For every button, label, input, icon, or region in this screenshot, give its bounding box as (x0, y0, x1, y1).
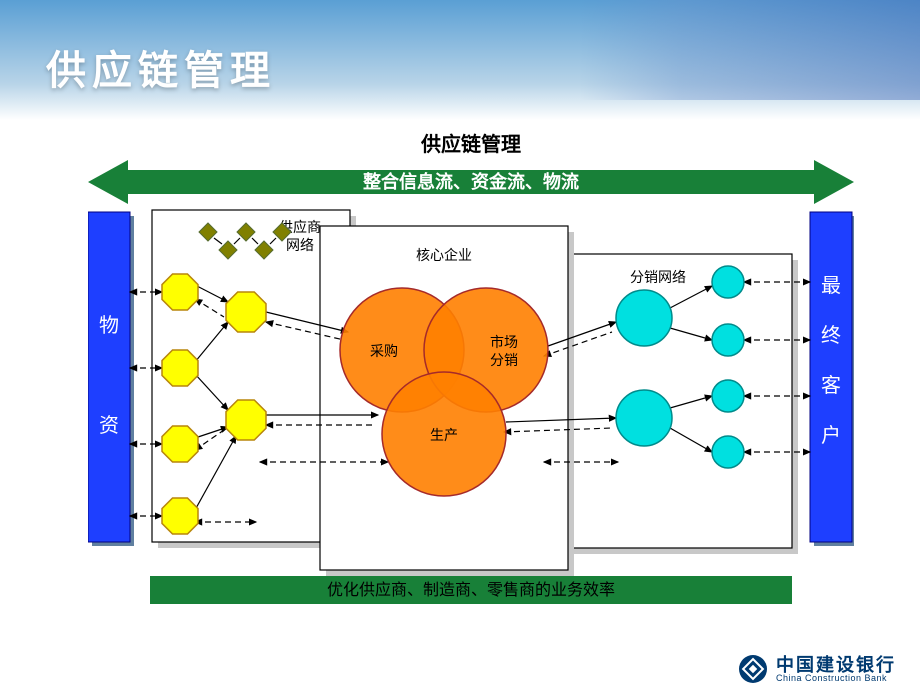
panel-supplier-label-2: 网络 (286, 237, 314, 253)
right-side-label-2: 终 (821, 324, 841, 347)
right-side-label-1: 最 (821, 275, 841, 297)
supply-chain-diagram: 供应链管理 整合信息流、资金流、物流 物 资 最 终 (88, 122, 854, 632)
arrow-band: 整合信息流、资金流、物流 (88, 160, 854, 204)
bottom-bar-text: 优化供应商、制造商、零售商的业务效率 (327, 580, 615, 599)
page-title: 供应链管理 (46, 38, 276, 96)
header-buildings-decor (580, 0, 920, 100)
arrow-band-text: 整合信息流、资金流、物流 (362, 171, 579, 192)
ccb-logo-icon (738, 654, 768, 684)
slide-header: 供应链管理 (0, 0, 920, 120)
left-side-label-1: 物 (99, 314, 119, 337)
left-side-box: 物 资 (88, 212, 134, 546)
diagram-svg: 整合信息流、资金流、物流 物 资 最 终 客 户 (88, 122, 854, 632)
bottom-bar: 优化供应商、制造商、零售商的业务效率 (150, 576, 792, 604)
svg-text:分销: 分销 (490, 352, 518, 368)
right-side-box: 最 终 客 户 (810, 212, 854, 546)
left-side-label-2: 资 (99, 414, 119, 437)
svg-text:采购: 采购 (370, 343, 398, 359)
right-side-label-3: 客 (821, 374, 841, 397)
svg-text:生产: 生产 (430, 427, 458, 443)
brand-en: China Construction Bank (776, 674, 896, 683)
svg-text:市场: 市场 (490, 334, 518, 350)
brand-logo: 中国建设银行 China Construction Bank (738, 654, 896, 684)
panel-core-label: 核心企业 (416, 247, 472, 263)
right-side-label-4: 户 (821, 424, 841, 447)
brand-cn: 中国建设银行 (776, 656, 896, 674)
panel-dist-label: 分销网络 (630, 269, 686, 285)
